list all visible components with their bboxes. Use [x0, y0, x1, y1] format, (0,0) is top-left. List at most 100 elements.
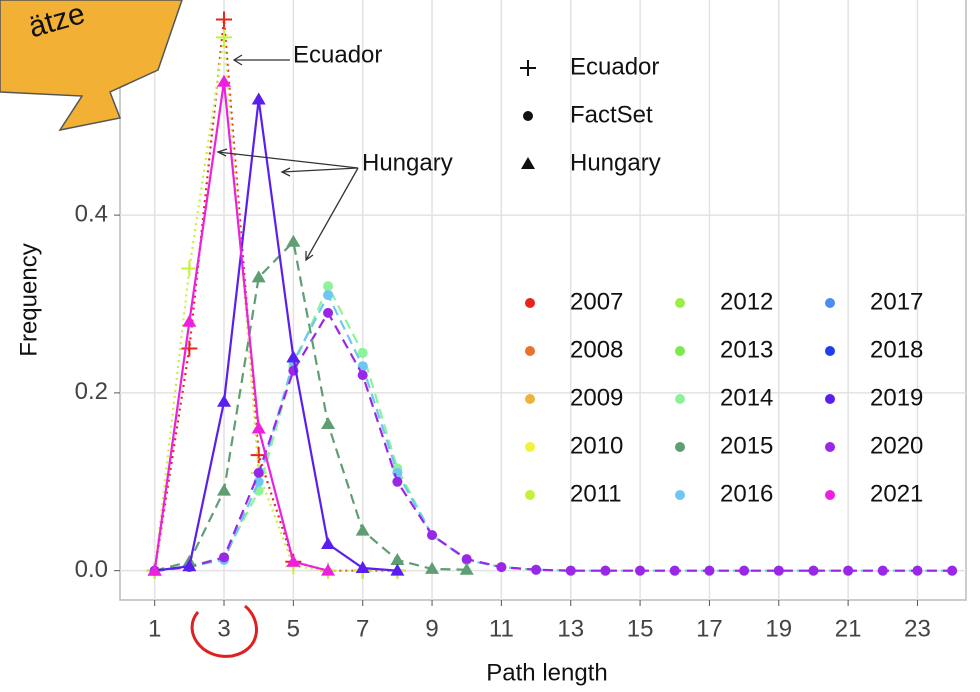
marker — [286, 350, 301, 363]
marker — [219, 552, 230, 563]
x-axis-label: Path length — [486, 659, 607, 686]
legend-swatch — [675, 298, 685, 308]
marker — [321, 563, 336, 576]
marker — [321, 417, 336, 429]
legend-swatch — [525, 394, 535, 404]
legend-swatch — [825, 298, 835, 308]
series-line — [153, 81, 329, 572]
y-tick-label: 0.0 — [75, 556, 108, 583]
marker — [704, 565, 715, 576]
legend-label: 2020 — [870, 432, 923, 459]
x-tick-label: 19 — [765, 615, 792, 642]
marker — [427, 530, 438, 541]
legend-label: 2014 — [720, 384, 773, 411]
marker — [565, 565, 576, 576]
marker — [390, 553, 405, 565]
annotation: Hungary — [362, 149, 453, 176]
marker — [425, 561, 440, 574]
legend-swatch — [525, 298, 535, 308]
marker — [635, 565, 646, 576]
legend-swatch — [525, 346, 535, 356]
legend-label: 2017 — [870, 288, 923, 315]
callout-arrow: ätze — [0, 0, 183, 132]
marker — [669, 565, 680, 576]
legend-label: Ecuador — [570, 53, 659, 80]
marker — [217, 74, 232, 87]
x-tick-label: 17 — [696, 615, 723, 642]
marker — [253, 476, 264, 487]
marker — [182, 559, 197, 572]
legend-label: 2009 — [570, 384, 623, 411]
x-tick-label: 23 — [904, 615, 931, 642]
legend-label: 2016 — [720, 480, 773, 507]
legend-label: FactSet — [570, 101, 653, 128]
legend-swatch — [675, 442, 685, 452]
legend-swatch — [825, 490, 835, 500]
legend-swatch — [525, 490, 535, 500]
x-tick-label: 7 — [356, 615, 369, 642]
series-line — [154, 99, 398, 572]
legend-label: 2018 — [870, 336, 923, 363]
x-tick-label: 11 — [489, 615, 514, 642]
marker — [808, 565, 819, 576]
legend: Ecuador FactSet Hungary 2007 2008 2009 2010 201… — [520, 53, 923, 507]
x-tick-label: 1 — [148, 615, 161, 642]
legend-label: 2008 — [570, 336, 623, 363]
marker — [355, 561, 370, 573]
legend-label: 2019 — [870, 384, 923, 411]
marker — [523, 111, 533, 121]
legend-label: 2007 — [570, 288, 623, 315]
marker — [392, 476, 403, 487]
marker — [877, 565, 888, 576]
legend-swatch — [825, 346, 835, 356]
marker — [251, 92, 266, 105]
legend-swatch — [675, 394, 685, 404]
legend-label: 2013 — [720, 336, 773, 363]
series-line — [154, 239, 467, 572]
legend-label: Hungary — [570, 149, 661, 176]
y-axis-label: Frequency — [15, 243, 42, 356]
marker — [392, 467, 403, 478]
y-tick-label: 0.2 — [75, 378, 108, 405]
marks — [146, 11, 958, 579]
legend-swatch — [675, 490, 685, 500]
marker — [286, 234, 301, 247]
marker — [521, 157, 535, 169]
marker — [286, 554, 301, 567]
marker — [181, 340, 198, 357]
marker — [459, 562, 474, 575]
legend-label: 2010 — [570, 432, 623, 459]
legend-swatch — [825, 394, 835, 404]
marker — [181, 260, 198, 277]
series-line — [154, 310, 953, 572]
x-tick-label: 15 — [627, 615, 654, 642]
annotation: Ecuador — [293, 41, 382, 68]
marker — [323, 281, 334, 292]
marker — [390, 563, 405, 576]
marker — [323, 290, 334, 301]
x-tick-label: 13 — [557, 615, 584, 642]
x-tick-label: 21 — [835, 615, 862, 642]
legend-label: 2015 — [720, 432, 773, 459]
marker — [773, 565, 784, 576]
legend-swatch — [525, 442, 535, 452]
legend-label: 2011 — [570, 480, 622, 507]
marker — [147, 563, 162, 576]
marker — [216, 11, 233, 28]
marker — [496, 562, 507, 573]
marker — [357, 370, 368, 381]
marker — [600, 565, 611, 576]
marker — [912, 565, 923, 576]
legend-swatch — [675, 346, 685, 356]
marker — [253, 467, 264, 478]
series-line — [153, 37, 398, 572]
x-tick-label: 5 — [287, 615, 300, 642]
marker — [217, 394, 232, 407]
x-tick-label: 9 — [425, 615, 438, 642]
marker — [216, 29, 233, 46]
marker — [251, 270, 266, 283]
legend-label: 2021 — [870, 480, 923, 507]
legend-label: 2012 — [720, 288, 773, 315]
marker — [947, 565, 958, 576]
